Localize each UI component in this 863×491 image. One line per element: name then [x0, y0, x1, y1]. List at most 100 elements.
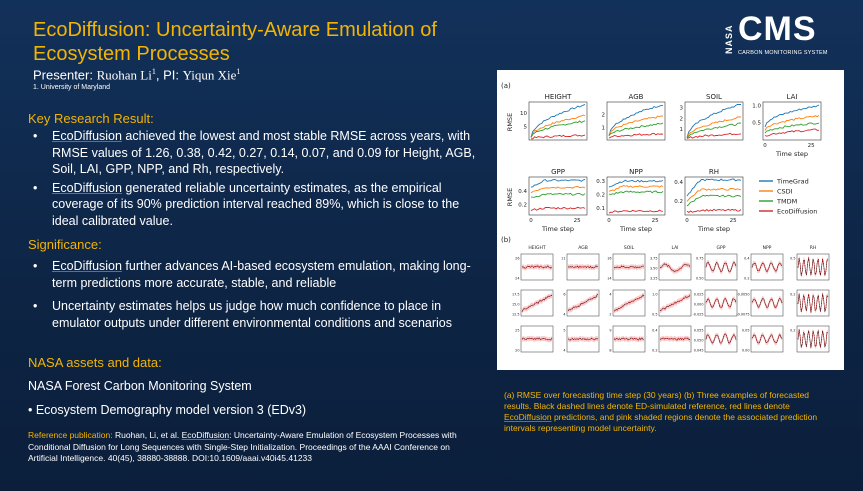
rmse-line-ecodiffusion	[530, 206, 586, 211]
bullet-text: achieved the lowest and most stable RMSE…	[52, 129, 476, 176]
ed-reference-line	[659, 263, 691, 273]
key-result-heading: Key Research Result:	[28, 111, 154, 126]
ed-reference-line	[567, 337, 599, 341]
subplot-frame	[750, 325, 784, 353]
subplot-frame	[704, 253, 738, 281]
x-tick-label: 0	[685, 218, 689, 224]
x-tick-label: 25	[652, 218, 659, 224]
ed-reference-line	[521, 265, 553, 269]
significance-bullet: • EcoDiffusion further advances AI-based …	[33, 258, 483, 291]
subplot-frame	[606, 101, 666, 141]
rmse-line-csdi	[608, 115, 664, 135]
x-tick-label: 25	[808, 143, 815, 149]
subplot-title: HEIGHT	[528, 245, 545, 251]
bullet-text: Uncertainty estimates helps us judge how…	[52, 299, 453, 330]
rmse-line-ecodiffusion	[608, 209, 664, 214]
subplot-title: NPP	[629, 168, 643, 176]
subplot-title: AGB	[629, 93, 644, 101]
cms-tagline: CARBON MONITORING SYSTEM	[738, 50, 828, 56]
ed-reference-line	[705, 298, 737, 308]
subplot-title: RH	[709, 168, 719, 176]
subplot-title: GPP	[551, 168, 565, 176]
y-tick-label: 0.5	[790, 257, 795, 261]
rmse-line-tmdm	[530, 120, 586, 138]
bullet-dot: •	[33, 299, 38, 313]
rmse-line-tmdm	[530, 192, 586, 198]
y-tick-label: 0.045	[694, 349, 704, 353]
y-tick-label: 0.50	[696, 277, 704, 281]
ecodiffusion-term: EcoDiffusion	[504, 412, 552, 422]
y-tick-label: 12.5	[512, 313, 520, 317]
subplot-frame	[796, 289, 830, 317]
ecodiffusion-prediction-line	[797, 329, 829, 349]
nasa-cms-logo: NASA CMS CARBON MONITORING SYSTEM	[724, 10, 849, 58]
y-tick-label: 14	[607, 277, 611, 281]
ed-reference-line	[567, 294, 599, 312]
presenter-affil-sup: 1	[151, 67, 156, 76]
rmse-line-timegrad	[608, 179, 664, 188]
prediction-interval-band	[614, 263, 644, 271]
ecodiffusion-term: EcoDiffusion	[52, 180, 122, 195]
ed-reference-line	[659, 295, 691, 311]
y-tick-label: 0.025	[694, 293, 704, 297]
prediction-interval-band	[798, 327, 828, 351]
y-tick-label: 26	[515, 257, 519, 261]
subplot-frame	[684, 176, 744, 216]
ecodiffusion-term: EcoDiffusion	[52, 259, 122, 273]
y-tick-label: 3	[680, 105, 684, 111]
subplot-frame	[658, 289, 692, 317]
ed-reference-line	[659, 337, 691, 341]
y-tick-label: 0.2	[518, 203, 527, 209]
significance-heading: Significance:	[28, 237, 102, 252]
y-tick-label: 0.2	[790, 329, 795, 333]
subplot-title: LAI	[787, 93, 798, 101]
reference-authors: Ruohan, Li, et al.	[114, 430, 182, 440]
y-tick-label: 1.0	[752, 103, 761, 109]
y-tick-label: 2	[609, 313, 611, 317]
rmse-line-timegrad	[530, 179, 586, 188]
rmse-line-timegrad	[764, 104, 820, 128]
subplot-title: GPP	[717, 245, 726, 251]
rmse-line-tmdm	[764, 122, 820, 134]
ed-reference-line	[751, 297, 783, 309]
y-tick-label: 4	[609, 293, 611, 297]
ed-reference-line	[567, 265, 599, 269]
caption-part-1: (a) RMSE over forecasting time step (30 …	[504, 390, 810, 411]
y-tick-label: 0.055	[694, 329, 704, 333]
y-tick-label: 0.75	[696, 257, 704, 261]
panel-b-label: (b)	[501, 236, 511, 244]
subplot-frame	[612, 253, 646, 281]
ed-reference-line	[705, 333, 737, 344]
y-tick-label: 0.1	[596, 206, 605, 212]
bullet-dot: •	[33, 129, 38, 143]
y-tick-label: 11	[561, 257, 565, 261]
y-tick-label: 1	[680, 127, 684, 133]
subplot-frame	[520, 289, 554, 317]
rmse-line-timegrad	[686, 103, 741, 138]
subplot-frame	[750, 253, 784, 281]
bullet-dot: •	[33, 180, 38, 195]
rmse-line-ecodiffusion	[531, 134, 586, 140]
y-tick-label: 9	[609, 329, 611, 333]
pi-affil-sup: 1	[236, 67, 241, 76]
assets-heading: NASA assets and data:	[28, 355, 162, 370]
rmse-line-csdi	[764, 114, 820, 131]
rmse-line-csdi	[686, 116, 742, 139]
pi-name: Yiqun Xie	[182, 67, 237, 83]
rmse-line-csdi	[608, 185, 664, 192]
y-tick-label: 2	[602, 113, 606, 119]
y-tick-label: 0.000	[694, 303, 704, 307]
ecodiffusion-prediction-line	[567, 337, 599, 341]
x-tick-label: 0	[529, 218, 533, 224]
x-tick-label: 0	[763, 143, 767, 149]
subplot-title: LAI	[671, 245, 678, 251]
ed-reference-line	[797, 257, 829, 276]
affiliation: 1. University of Maryland	[33, 84, 111, 91]
y-tick-label: 25	[515, 329, 519, 333]
y-tick-label: 4	[563, 349, 565, 353]
rmse-line-csdi	[530, 186, 586, 194]
y-tick-label: 1.0	[652, 293, 657, 297]
y-tick-label: 0.2	[790, 293, 795, 297]
subplot-frame	[520, 253, 554, 281]
